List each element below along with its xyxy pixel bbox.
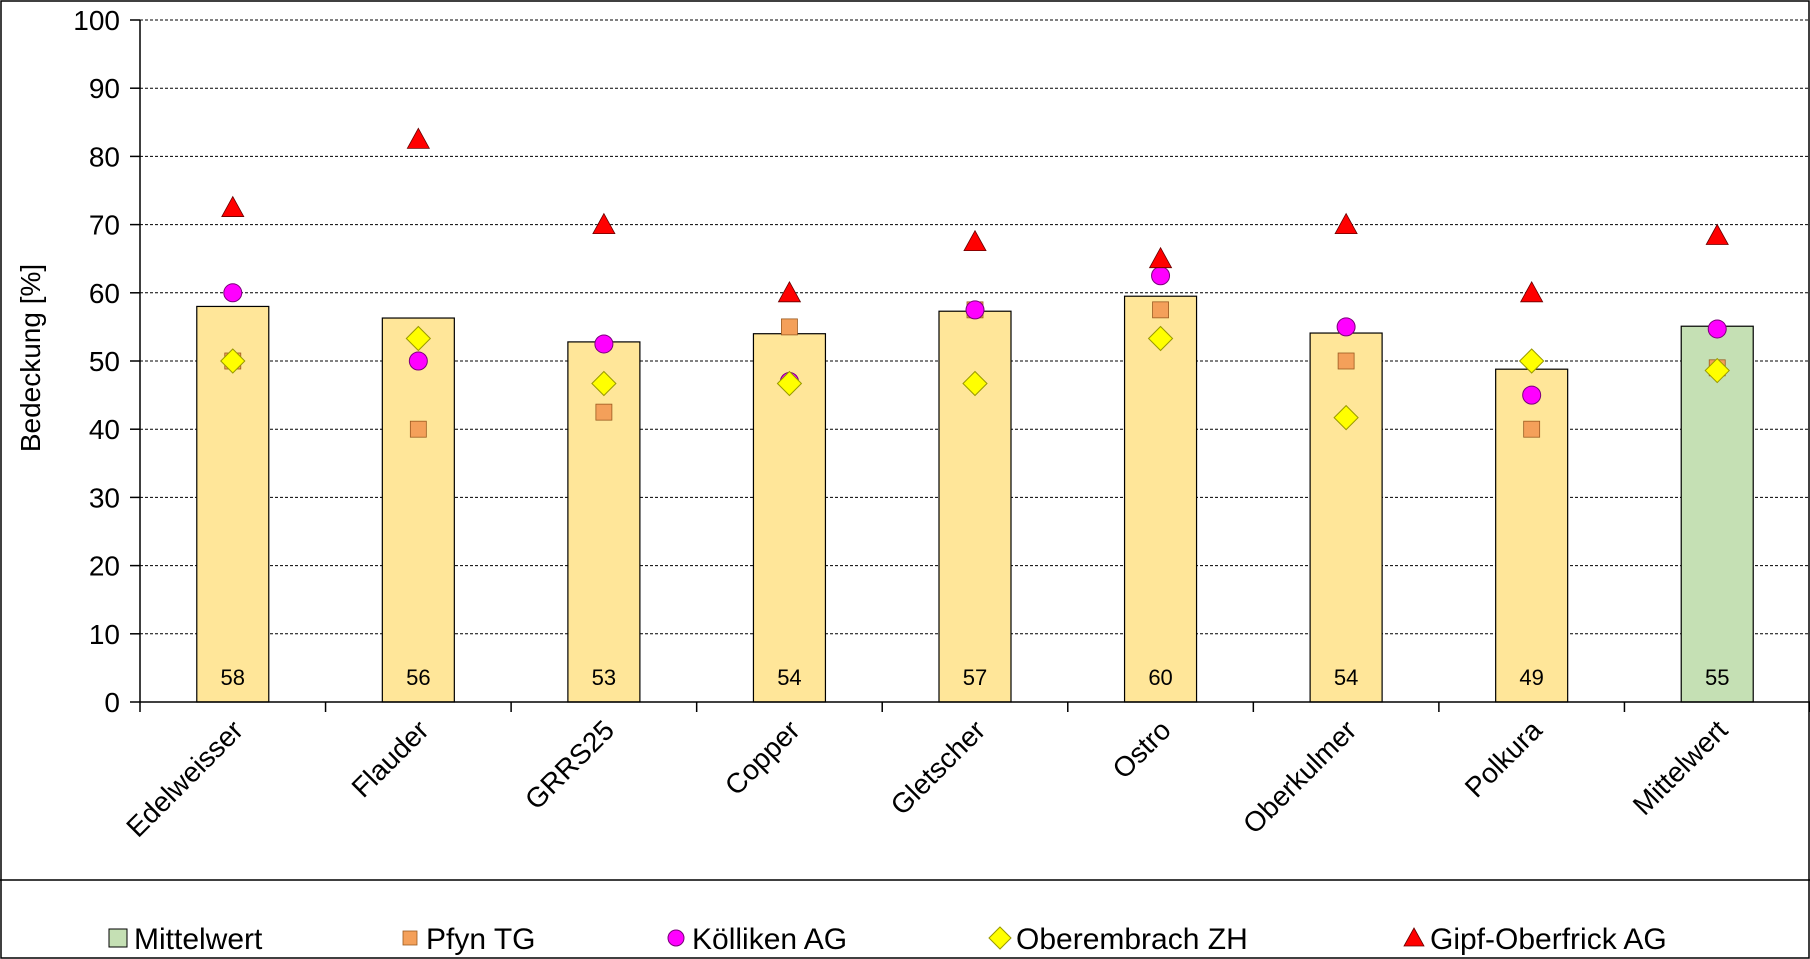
legend-marker-gipf-oberfrick-ag <box>1403 927 1425 947</box>
bar-gletscher <box>938 310 1012 703</box>
point-oberembrach-zh <box>591 370 617 397</box>
point-gipf-oberfrick-ag <box>777 280 802 303</box>
y-tick-label: 20 <box>89 551 120 582</box>
y-tick-label: 40 <box>89 414 120 445</box>
bar-value-label: 60 <box>1148 665 1172 690</box>
point-pfyn-tg <box>1523 420 1541 438</box>
legend-label-mittelwert: Mittelwert <box>134 923 263 956</box>
legend: Mittelwert Pfyn TG Kölliken AG Oberembrach … <box>108 923 1667 956</box>
point-oberembrach-zh <box>220 348 246 374</box>
point-gipf-oberfrick-ag <box>1705 223 1729 245</box>
point-k-lliken-ag <box>1707 319 1727 339</box>
point-k-lliken-ag <box>1522 385 1542 405</box>
point-oberembrach-zh <box>1518 348 1545 374</box>
point-gipf-oberfrick-ag <box>1334 212 1358 235</box>
data-points <box>220 127 1730 438</box>
y-tick-label: 60 <box>89 278 120 309</box>
bar-value-label: 58 <box>221 665 245 690</box>
bar-value-label: 54 <box>777 665 801 690</box>
bar-oberkulmer <box>1309 332 1383 703</box>
point-k-lliken-ag <box>594 334 614 354</box>
point-oberembrach-zh <box>776 370 803 397</box>
bar-value-label: 55 <box>1705 665 1729 690</box>
bar-value-label: 49 <box>1519 665 1543 690</box>
y-tick-label: 50 <box>89 346 120 377</box>
bar-value-label: 57 <box>963 665 987 690</box>
point-pfyn-tg <box>595 403 613 421</box>
point-oberembrach-zh <box>1147 325 1174 352</box>
point-gipf-oberfrick-ag <box>1148 246 1173 269</box>
point-gipf-oberfrick-ag <box>1519 280 1544 303</box>
bar-flauder <box>381 317 455 703</box>
y-tick-label: 70 <box>89 210 120 241</box>
bar-copper <box>752 333 827 703</box>
legend-marker-k-lliken-ag <box>667 929 685 947</box>
bar-polkura <box>1495 368 1569 703</box>
point-gipf-oberfrick-ag <box>221 195 245 217</box>
point-oberembrach-zh <box>1704 357 1730 384</box>
y-axis-title: Bedeckung [%] <box>15 264 46 452</box>
bar-value-label: 53 <box>592 665 616 690</box>
point-oberembrach-zh <box>962 370 988 397</box>
y-tick-label: 0 <box>104 687 120 718</box>
y-tick-label: 10 <box>89 619 120 650</box>
point-oberembrach-zh <box>1333 404 1359 431</box>
point-gipf-oberfrick-ag <box>592 212 616 235</box>
legend-label-k-lliken-ag: Kölliken AG <box>692 923 847 956</box>
bar-grrs25 <box>567 341 641 703</box>
point-gipf-oberfrick-ag <box>963 229 987 252</box>
bars: 58 56 53 54 57 60 54 49 55 <box>196 295 1754 703</box>
bar-value-label: 56 <box>406 665 430 690</box>
legend-label-gipf-oberfrick-ag: Gipf-Oberfrick AG <box>1430 923 1667 956</box>
point-gipf-oberfrick-ag <box>406 127 431 149</box>
legend-swatch-mittelwert <box>108 928 128 948</box>
y-tick-label: 80 <box>89 141 120 172</box>
legend-marker-oberembrach-zh <box>988 926 1012 950</box>
bar-value-label: 54 <box>1334 665 1358 690</box>
point-k-lliken-ag <box>965 300 985 320</box>
point-pfyn-tg <box>409 420 427 438</box>
point-k-lliken-ag <box>1336 317 1356 337</box>
point-oberembrach-zh <box>405 325 432 352</box>
legend-label-pfyn-tg: Pfyn TG <box>426 923 535 956</box>
bar-ostro <box>1123 295 1198 703</box>
y-tick-label: 90 <box>89 73 120 104</box>
point-pfyn-tg <box>1337 352 1355 370</box>
legend-marker-pfyn-tg <box>402 930 418 946</box>
point-pfyn-tg <box>781 318 798 336</box>
point-pfyn-tg <box>1152 301 1169 319</box>
point-k-lliken-ag <box>408 351 428 371</box>
bar-mittelwert <box>1680 325 1754 703</box>
point-k-lliken-ag <box>223 283 243 303</box>
y-tick-label: 100 <box>73 5 120 36</box>
legend-label-oberembrach-zh: Oberembrach ZH <box>1016 923 1248 956</box>
y-tick-label: 30 <box>89 482 120 513</box>
point-k-lliken-ag <box>1151 266 1171 286</box>
